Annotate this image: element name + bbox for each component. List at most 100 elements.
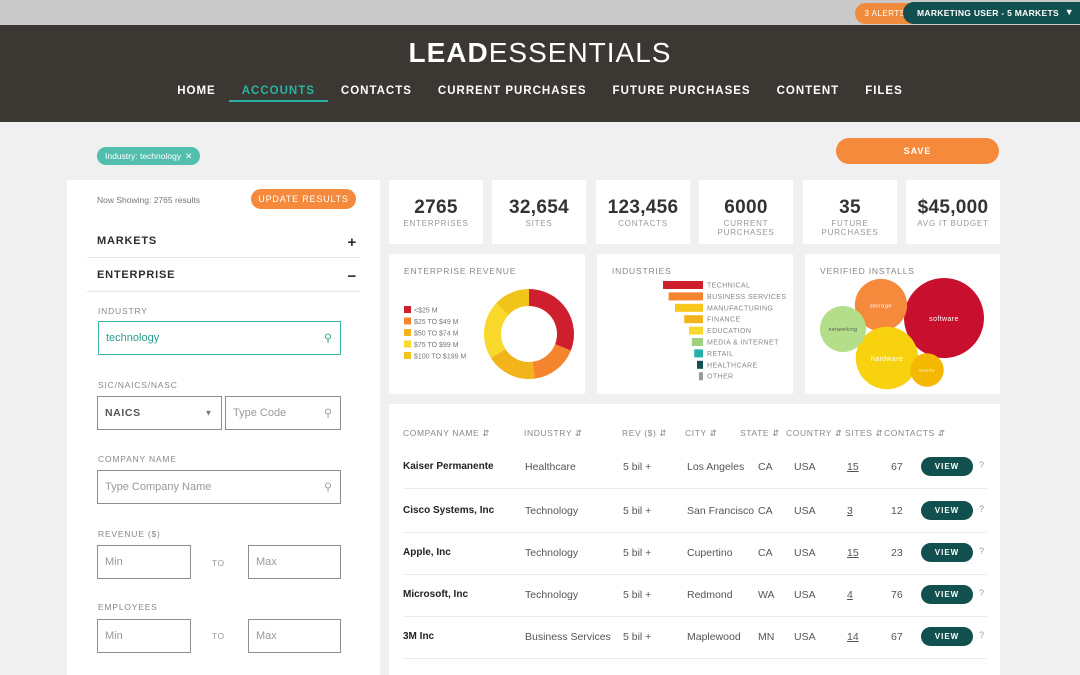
help-icon[interactable]: ? [979, 630, 985, 640]
col-header-country[interactable]: COUNTRY ⇵ [786, 428, 843, 438]
industry-label: BUSINESS SERVICES [707, 294, 786, 301]
nav-content[interactable]: CONTENT [776, 85, 840, 97]
filter-chip-label: Industry: technology [105, 151, 182, 161]
user-label: MARKETING USER - 5 MARKETS [917, 8, 1059, 18]
col-header-sites[interactable]: SITES ⇵ [845, 428, 884, 438]
sites-link[interactable]: 4 [847, 589, 853, 601]
brand-bold: LEAD [408, 37, 489, 68]
revenue-cell: 5 bil + [623, 547, 652, 559]
view-button[interactable]: VIEW [921, 627, 973, 646]
col-header-industry[interactable]: INDUSTRY ⇵ [524, 428, 583, 438]
stat-contacts: 123,456 CONTACTS [596, 180, 690, 244]
donut-slice[interactable] [496, 289, 529, 315]
min-placeholder: Min [105, 630, 123, 642]
nav-home[interactable]: HOME [177, 85, 216, 97]
chart-title: INDUSTRIES [612, 266, 672, 276]
stat-value: $45,000 [917, 197, 989, 218]
install-bubble[interactable] [904, 278, 984, 358]
install-bubble[interactable] [910, 353, 944, 387]
company-name-input[interactable]: Type Company Name ⚲ [97, 470, 341, 504]
search-icon[interactable]: ⚲ [323, 407, 332, 420]
view-button[interactable]: VIEW [921, 543, 973, 562]
filter-chip[interactable]: Industry: technology ✕ [97, 147, 201, 165]
col-header-state[interactable]: STATE ⇵ [740, 428, 780, 438]
city-cell: San Francisco [687, 505, 755, 517]
view-button[interactable]: VIEW [921, 585, 973, 604]
col-header-rev[interactable]: REV ($) ⇵ [622, 428, 668, 438]
search-icon[interactable]: ⚲ [323, 332, 332, 345]
col-header-company[interactable]: COMPANY NAME ⇵ [403, 428, 490, 438]
industry-bar[interactable] [689, 326, 703, 335]
legend-swatch [404, 340, 411, 348]
sites-link[interactable]: 15 [847, 547, 859, 559]
revenue-min-input[interactable]: Min [97, 545, 191, 579]
update-results-button[interactable]: UPDATE RESULTS [251, 189, 356, 209]
user-menu[interactable]: MARKETING USER - 5 MARKETS ▼ [903, 2, 1080, 24]
stat-label: PURCHASES [821, 228, 879, 237]
nav-accounts[interactable]: ACCOUNTS [228, 85, 328, 102]
nav-current-purchases[interactable]: CURRENT PURCHASES [437, 85, 587, 97]
help-icon[interactable]: ? [979, 546, 985, 556]
company-name-cell: 3M Inc [403, 631, 435, 642]
legend-label: <$25 M [414, 308, 438, 315]
revenue-max-input[interactable]: Max [248, 545, 341, 579]
markets-section[interactable]: MARKETS + [97, 234, 357, 251]
industry-bar[interactable] [699, 372, 703, 381]
table-row: Apple, Inc Technology 5 bil + Cupertino CA US… [403, 533, 987, 575]
nav-future-purchases[interactable]: FUTURE PURCHASES [612, 85, 751, 97]
industry-label: OTHER [707, 374, 734, 381]
nav-contacts[interactable]: CONTACTS [340, 85, 412, 97]
stat-value: 123,456 [607, 197, 679, 218]
col-header-contacts[interactable]: CONTACTS ⇵ [884, 428, 946, 438]
help-icon[interactable]: ? [979, 588, 985, 598]
industry-bar[interactable] [694, 349, 703, 358]
install-bubble[interactable] [854, 278, 908, 332]
code-type-value: NAICS [105, 407, 141, 419]
save-button[interactable]: SAVE [836, 138, 999, 164]
nav-files[interactable]: FILES [865, 85, 903, 97]
close-icon[interactable]: ✕ [185, 150, 193, 161]
plus-icon[interactable]: + [347, 234, 357, 251]
code-type-select[interactable]: NAICS ▼ [97, 396, 222, 430]
sites-link[interactable]: 14 [847, 631, 859, 643]
view-button[interactable]: VIEW [921, 501, 973, 520]
industry-cell: Business Services [525, 631, 611, 643]
install-bubble[interactable] [820, 306, 866, 352]
employees-max-input[interactable]: Max [248, 619, 341, 653]
country-cell: USA [794, 505, 816, 517]
search-icon[interactable]: ⚲ [323, 481, 332, 494]
brand-logo[interactable]: LEADESSENTIALS [0, 37, 1080, 69]
table-row: Cisco Systems, Inc Technology 5 bil + San F… [403, 491, 987, 533]
industry-bar[interactable] [663, 281, 703, 289]
verified-installs-chart: software storage hardware networking securit… [820, 278, 984, 390]
markets-label: MARKETS [97, 235, 157, 247]
industry-bar[interactable] [668, 292, 703, 301]
install-bubble[interactable] [855, 326, 919, 390]
industry-bar[interactable] [691, 338, 703, 346]
alerts-badge[interactable]: 3 ALERTS [855, 3, 915, 24]
employees-min-input[interactable]: Min [97, 619, 191, 653]
sites-link[interactable]: 3 [847, 505, 853, 517]
sites-link[interactable]: 15 [847, 461, 859, 473]
help-icon[interactable]: ? [979, 504, 985, 514]
donut-slice[interactable] [532, 344, 571, 379]
type-code-input[interactable]: Type Code ⚲ [225, 396, 341, 430]
minus-icon[interactable]: − [347, 268, 357, 285]
industries-chart: TECHNICAL BUSINESS SERVICES MANUFACTURING F… [663, 281, 786, 381]
enterprise-section[interactable]: ENTERPRISE − [97, 268, 357, 285]
industry-bar[interactable] [697, 360, 703, 369]
donut-slice[interactable] [484, 303, 509, 359]
donut-slice[interactable] [491, 349, 535, 379]
industry-input[interactable]: technology ⚲ [98, 321, 341, 355]
bubble-label: software [929, 316, 959, 323]
industry-bar[interactable] [684, 315, 703, 324]
stat-label: ENTERPRISES [403, 219, 469, 228]
company-label: COMPANY NAME [98, 454, 177, 464]
help-icon[interactable]: ? [979, 460, 985, 470]
donut-slice[interactable] [529, 289, 574, 351]
industry-bar[interactable] [675, 303, 703, 312]
view-button[interactable]: VIEW [921, 457, 973, 476]
col-header-city[interactable]: CITY ⇵ [685, 428, 718, 438]
table-row: Kaiser Permanente Healthcare 5 bil + Los An… [403, 447, 987, 489]
industry-label: HEALTHCARE [707, 362, 758, 369]
